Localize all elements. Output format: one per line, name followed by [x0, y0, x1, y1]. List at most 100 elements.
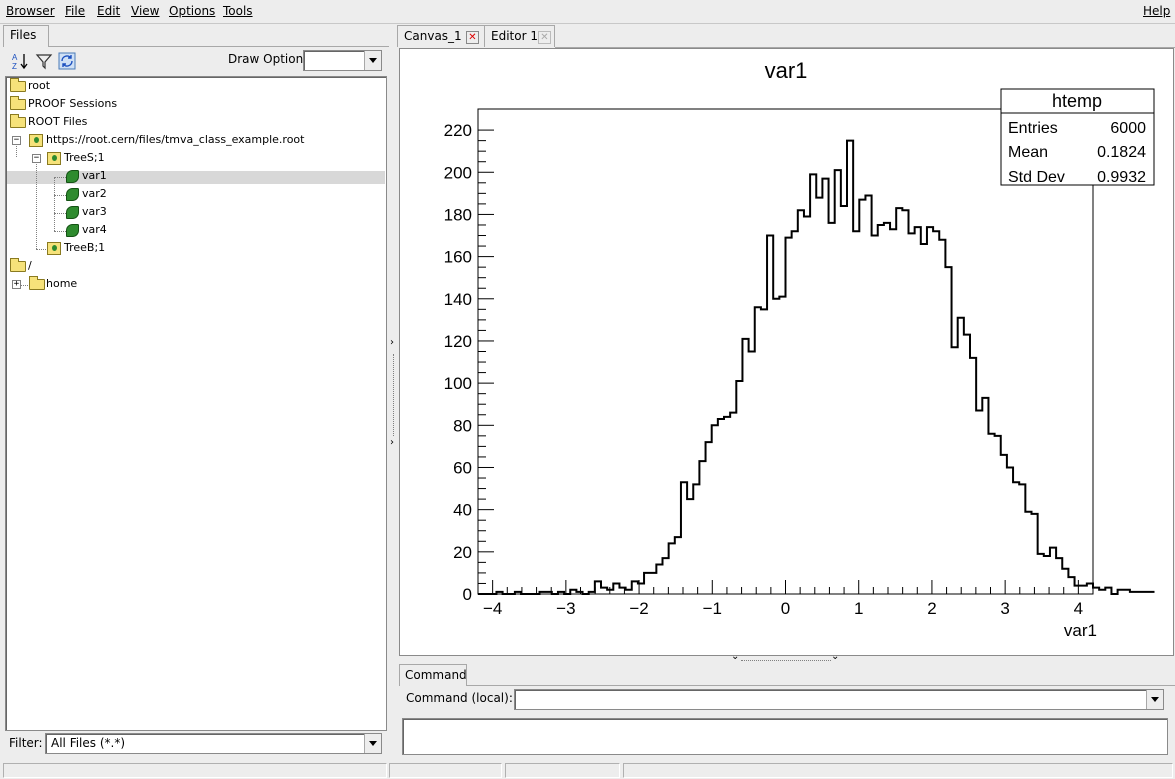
- y-tick-label: 220: [444, 121, 472, 140]
- x-axis: −4 −3 −2 −1 0 1 2 3 4: [477, 580, 1094, 618]
- stats-stddev-label: Std Dev: [1008, 169, 1065, 186]
- command-output[interactable]: [402, 718, 1168, 755]
- leaf-icon: [66, 224, 79, 237]
- close-icon[interactable]: ✕: [538, 31, 551, 44]
- tree-icon: [47, 242, 61, 255]
- tree-line: [54, 177, 66, 178]
- menu-edit[interactable]: Edit: [97, 4, 121, 18]
- x-tick-label: −4: [483, 599, 502, 618]
- menu-browser[interactable]: Browser: [6, 4, 55, 18]
- leaf-icon: [66, 170, 79, 183]
- open-folder-icon: [10, 114, 26, 128]
- filter-value: All Files (*.*): [51, 736, 126, 750]
- chevron-down-icon[interactable]: ⌄: [731, 651, 740, 662]
- folder-icon: [29, 276, 45, 290]
- y-tick-label: 40: [453, 501, 472, 520]
- tree-line: [36, 159, 37, 249]
- chevron-down-icon[interactable]: [364, 51, 381, 70]
- tab-canvas-1[interactable]: Canvas_1 ✕: [397, 25, 485, 47]
- y-tick-label: 140: [444, 290, 472, 309]
- chart-title: var1: [765, 58, 808, 83]
- x-tick-label: −3: [556, 599, 575, 618]
- x-tick-label: −1: [703, 599, 722, 618]
- x-tick-label: 4: [1074, 599, 1083, 618]
- x-axis-label: var1: [1064, 621, 1097, 640]
- left-panel: Files A Z Draw Option: root: [0, 24, 390, 762]
- y-axis: 0 20 40 60 80 100 120 140 160 180 200 220: [444, 121, 494, 604]
- filter-icon[interactable]: [35, 52, 53, 70]
- tree-selection-highlight: [7, 171, 385, 184]
- tree-line: [20, 285, 30, 286]
- tree-line: [16, 141, 17, 157]
- chevron-right-icon[interactable]: ›: [390, 437, 394, 448]
- tab-editor-1[interactable]: Editor 1 ✕: [485, 25, 555, 47]
- splitter-grip: [393, 354, 394, 436]
- collapse-icon[interactable]: −: [32, 153, 41, 163]
- tab-canvas-label: Canvas_1: [404, 29, 462, 43]
- filter-label: Filter:: [9, 736, 43, 750]
- tree-line: [54, 195, 66, 196]
- sort-icon[interactable]: A Z: [11, 52, 29, 70]
- x-tick-label: 2: [927, 599, 936, 618]
- refresh-icon[interactable]: [58, 52, 76, 70]
- tab-files[interactable]: Files: [3, 25, 49, 47]
- vertical-splitter[interactable]: › ›: [389, 24, 397, 762]
- menu-bar: Browser File Edit View Options Tools Hel…: [0, 0, 1175, 24]
- command-input[interactable]: [514, 689, 1164, 710]
- svg-text:A: A: [12, 53, 18, 62]
- chevron-down-icon[interactable]: [364, 734, 381, 753]
- menu-help[interactable]: Help: [1143, 4, 1171, 18]
- stats-title: htemp: [1052, 91, 1102, 111]
- chevron-down-icon[interactable]: ⌄: [831, 651, 840, 662]
- right-panel: Canvas_1 ✕ Editor 1 ✕ 0 20 40 60 80 100 120 140…: [397, 24, 1175, 762]
- menu-options[interactable]: Options: [169, 4, 216, 18]
- tree-line: [54, 177, 55, 231]
- y-tick-label: 20: [453, 543, 472, 562]
- x-tick-label: 1: [854, 599, 863, 618]
- expand-icon[interactable]: +: [12, 279, 21, 289]
- y-tick-label: 160: [444, 248, 472, 267]
- menu-tools[interactable]: Tools: [223, 4, 253, 18]
- status-bar: [0, 762, 1175, 779]
- status-cell: [3, 763, 387, 778]
- y-tick-label: 120: [444, 332, 472, 351]
- y-tick-label: 200: [444, 163, 472, 182]
- y-tick-label: 100: [444, 374, 472, 393]
- open-folder-icon: [10, 258, 26, 272]
- status-cell: [389, 763, 502, 778]
- leaf-icon: [66, 206, 79, 219]
- tab-command-label: Command: [405, 668, 467, 682]
- draw-option-label: Draw Option:: [228, 52, 308, 66]
- filter-combo[interactable]: All Files (*.*): [45, 733, 382, 754]
- status-cell: [505, 763, 620, 778]
- stats-box[interactable]: htemp Entries 6000 Mean 0.1824 Std Dev 0…: [1000, 88, 1155, 186]
- command-label: Command (local):: [406, 691, 513, 705]
- folder-icon: [10, 96, 26, 110]
- tree-line: [54, 213, 66, 214]
- collapse-icon[interactable]: −: [12, 135, 21, 145]
- close-icon[interactable]: ✕: [466, 31, 479, 44]
- stats-mean-value: 0.1824: [1097, 144, 1146, 161]
- draw-option-combo[interactable]: [303, 50, 382, 71]
- folder-icon: [10, 78, 26, 92]
- canvas-area[interactable]: 0 20 40 60 80 100 120 140 160 180 200 220 −4 −3 −2 −1 0…: [399, 48, 1174, 656]
- tree-icon: [47, 152, 61, 165]
- root-file-icon: [29, 134, 43, 147]
- splitter-grip: [741, 660, 831, 661]
- tree-line: [54, 231, 66, 232]
- chevron-down-icon[interactable]: [1146, 690, 1163, 709]
- tab-command[interactable]: Command: [399, 664, 467, 686]
- file-tree: root PROOF Sessions ROOT Files − https:/…: [5, 76, 387, 731]
- menu-view[interactable]: View: [131, 4, 160, 18]
- chevron-right-icon[interactable]: ›: [390, 337, 394, 348]
- stats-entries-value: 6000: [1110, 120, 1146, 137]
- stats-entries-label: Entries: [1008, 120, 1058, 137]
- tab-editor-label: Editor 1: [491, 29, 538, 43]
- horizontal-splitter[interactable]: ⌄ ⌄: [397, 651, 1175, 664]
- tab-underline: [555, 47, 1175, 48]
- stats-stddev-value: 0.9932: [1097, 169, 1146, 186]
- x-tick-label: −2: [629, 599, 648, 618]
- menu-file[interactable]: File: [65, 4, 86, 18]
- tab-underline: [49, 46, 389, 47]
